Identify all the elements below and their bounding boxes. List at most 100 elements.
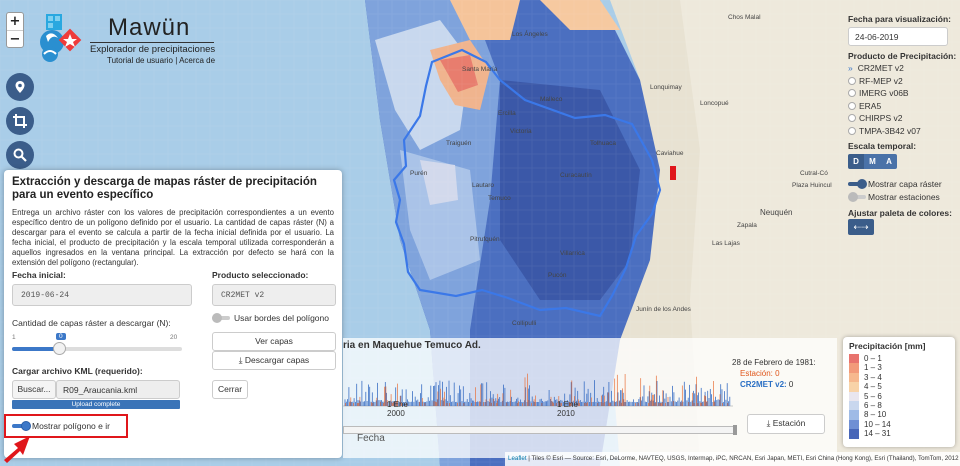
leaflet-link[interactable]: Leaflet xyxy=(508,455,527,462)
escala-d-button[interactable]: D xyxy=(848,154,864,169)
timeseries-chart[interactable] xyxy=(343,368,733,408)
capas-slider[interactable]: 1 0 20 xyxy=(12,332,182,360)
legend-item: 6 – 8 xyxy=(849,400,949,411)
legend-item: 3 – 4 xyxy=(849,372,949,383)
brand-subtitle: Explorador de precipitaciones xyxy=(90,42,216,55)
tick-2010: 1 Ene 2010 xyxy=(557,400,578,418)
place-label: Loncopué xyxy=(700,100,729,107)
place-label: Neuquén xyxy=(760,208,793,217)
timeseries-title: ria en Maquehue Temuco Ad. xyxy=(343,340,481,351)
fecha-inicial-label: Fecha inicial: xyxy=(12,270,66,280)
cerrar-button[interactable]: Cerrar xyxy=(212,380,248,399)
fecha-visualizacion-label: Fecha para visualización: xyxy=(848,14,951,24)
brand-title: Mawün xyxy=(108,14,191,41)
product-radio[interactable]: RF-MEP v2 xyxy=(848,76,903,86)
product-radio[interactable]: IMERG v06B xyxy=(848,88,909,98)
estacion-button-label: Estación xyxy=(772,418,806,428)
legend-item: 10 – 14 xyxy=(849,419,949,430)
zoom-control: + − xyxy=(6,12,24,48)
product-radio[interactable]: » CR2MET v2 xyxy=(848,63,904,73)
place-label: Junín de los Andes xyxy=(636,306,691,313)
product-radio[interactable]: ERA5 xyxy=(848,101,881,111)
place-label: Pitrufquén xyxy=(470,236,500,243)
product-radio[interactable]: TMPA-3B42 v07 xyxy=(848,126,921,136)
zoom-in-button[interactable]: + xyxy=(9,14,21,29)
paleta-label: Ajustar paleta de colores: xyxy=(848,208,952,218)
legend-item: 14 – 31 xyxy=(849,429,949,439)
place-label: Caviahue xyxy=(656,150,684,157)
legend-item: 5 – 6 xyxy=(849,391,949,401)
capas-label: Cantidad de capas ráster a descargar (N)… xyxy=(12,318,171,328)
highlight-box xyxy=(4,414,128,438)
product-readout: CR2MET v2: 0 xyxy=(740,380,794,389)
date-readout: 28 de Febrero de 1981: xyxy=(732,358,816,367)
upload-progress-bar: Upload complete xyxy=(12,400,180,409)
slider-min: 1 xyxy=(12,334,16,341)
search-button[interactable] xyxy=(6,141,34,169)
timeseries-panel: ria en Maquehue Temuco Ad. 28 de Febrero… xyxy=(343,338,837,458)
legend-item: 1 – 3 xyxy=(849,363,949,373)
paleta-button[interactable]: ⇠⇢ xyxy=(848,219,874,235)
extraction-panel: Extracción y descarga de mapas ráster de… xyxy=(4,170,342,458)
descargar-capas-button[interactable]: ⤓ Descargar capas xyxy=(212,351,336,370)
about-link[interactable]: Acerca de xyxy=(179,56,216,65)
escala-a-button[interactable]: A xyxy=(881,154,897,169)
place-label: Plaza Huincul xyxy=(792,182,832,189)
crop-icon xyxy=(13,114,27,128)
map-attribution: Leaflet | Tiles © Esri — Source: Esri, D… xyxy=(505,452,960,466)
range-handle[interactable] xyxy=(733,425,737,435)
descargar-capas-label: Descargar capas xyxy=(244,355,310,365)
mostrar-raster-label: Mostrar capa ráster xyxy=(868,179,942,189)
mostrar-estaciones-toggle[interactable] xyxy=(848,192,866,202)
download-icon: ⤓ xyxy=(766,418,773,428)
mostrar-raster-toggle[interactable] xyxy=(848,179,867,189)
tutorial-link[interactable]: Tutorial de usuario xyxy=(107,56,173,65)
place-label: Lautaro xyxy=(472,182,495,189)
location-icon xyxy=(15,81,25,93)
mostrar-poligono-toggle[interactable] xyxy=(12,421,31,431)
usar-bordes-toggle[interactable] xyxy=(212,313,230,323)
place-label: Las Lajas xyxy=(712,240,740,247)
place-label: Purén xyxy=(410,170,428,177)
slider-handle[interactable] xyxy=(53,342,66,355)
range-selector[interactable] xyxy=(343,425,737,435)
legend-title: Precipitación [mm] xyxy=(849,341,926,351)
place-label: Tolhuaca xyxy=(590,140,617,147)
place-label: Los Ángeles xyxy=(512,31,548,38)
legend-item: 0 – 1 xyxy=(849,354,949,364)
fecha-inicial-field[interactable]: 2019-06-24 xyxy=(12,284,192,306)
location-button[interactable] xyxy=(6,73,34,101)
producto-field[interactable]: CR2MET v2 xyxy=(212,284,336,306)
escala-temporal-label: Escala temporal: xyxy=(848,141,917,151)
mostrar-estaciones-label: Mostrar estaciones xyxy=(868,192,940,202)
mostrar-poligono-label: Mostrar polígono e ir xyxy=(32,421,110,431)
tick-2000: 1 Ene 2000 xyxy=(387,400,408,418)
place-label: Villarrica xyxy=(560,250,585,257)
pointer-arrow-icon xyxy=(4,436,30,463)
place-label: Cutral-Có xyxy=(800,170,828,177)
place-label: Santa María xyxy=(462,66,498,73)
place-label: Malleco xyxy=(540,96,563,103)
place-label: Lonquimay xyxy=(650,84,682,91)
ver-capas-button[interactable]: Ver capas xyxy=(212,332,336,351)
producto-precipitacion-label: Producto de Precipitación: xyxy=(848,51,957,61)
escala-m-button[interactable]: M xyxy=(864,154,881,169)
xaxis-label: Fecha xyxy=(357,433,385,444)
legend-item: 8 – 10 xyxy=(849,410,949,420)
buscar-button[interactable]: Buscar... xyxy=(12,380,56,399)
crop-button[interactable] xyxy=(6,107,34,135)
slider-track xyxy=(12,347,182,351)
estacion-button[interactable]: ⤓ Estación xyxy=(747,414,825,434)
search-icon xyxy=(13,148,27,162)
fecha-visualizacion-input[interactable]: 24-06-2019 xyxy=(848,27,948,46)
escala-temporal-group: D M A xyxy=(848,154,897,169)
zoom-out-button[interactable]: − xyxy=(7,30,23,47)
mawun-logo-icon xyxy=(40,14,82,62)
place-label: Chos Malal xyxy=(728,14,761,21)
estacion-readout: Estación: 0 xyxy=(740,369,780,378)
product-radio[interactable]: CHIRPS v2 xyxy=(848,113,902,123)
slider-max: 20 xyxy=(170,334,178,341)
producto-label: Producto seleccionado: xyxy=(212,270,309,280)
panel-title: Extracción y descarga de mapas ráster de… xyxy=(12,176,317,201)
place-label: Ercilla xyxy=(498,110,516,117)
